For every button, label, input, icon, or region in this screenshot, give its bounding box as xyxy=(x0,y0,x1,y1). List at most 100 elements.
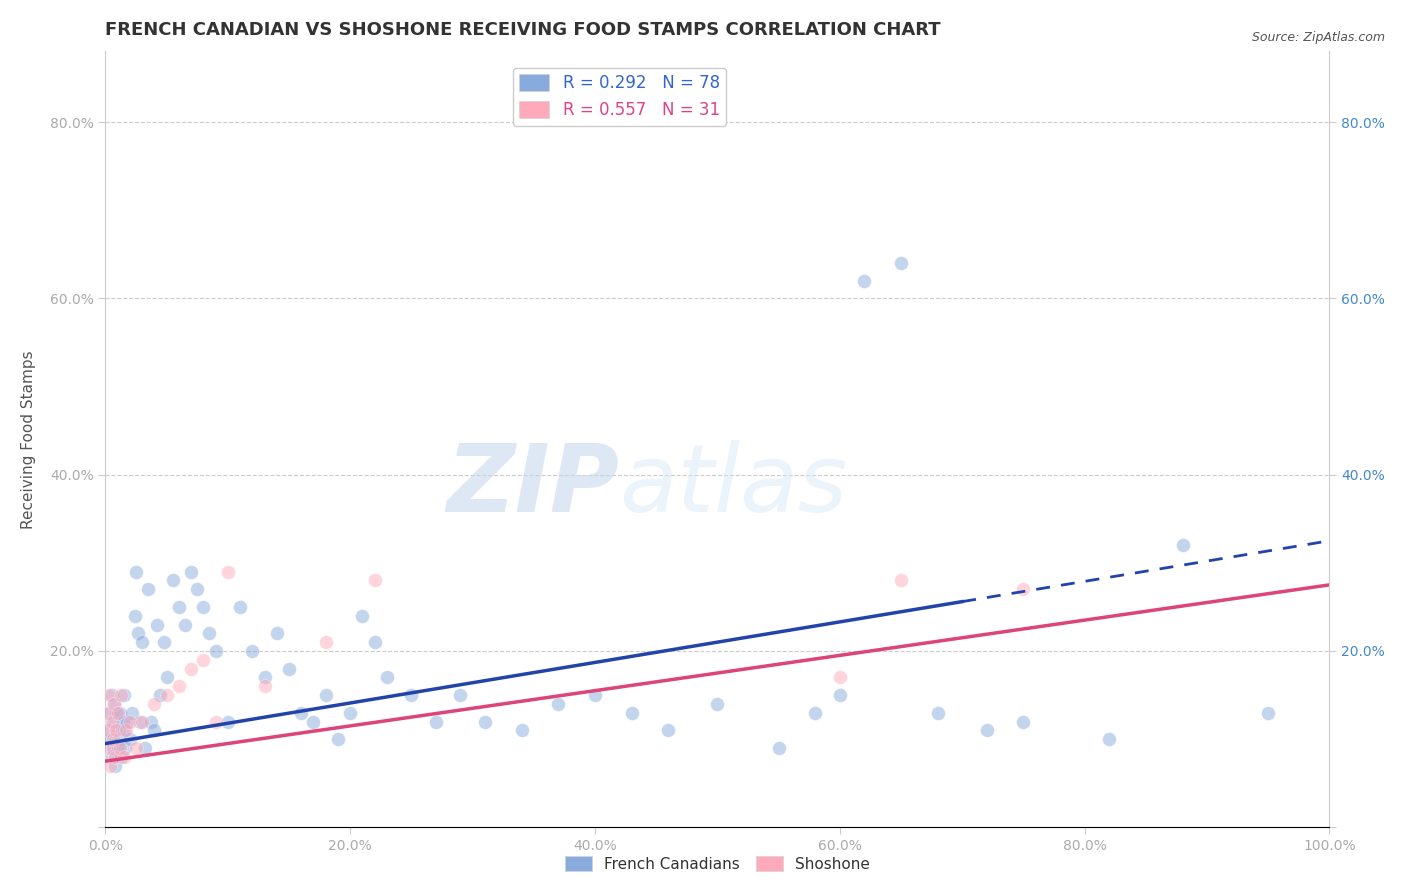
Point xyxy=(115,723,138,738)
Point xyxy=(98,732,121,747)
Point xyxy=(198,626,221,640)
Point xyxy=(375,670,398,684)
Point xyxy=(510,723,533,738)
Point xyxy=(97,723,120,738)
Point xyxy=(229,599,252,614)
Point xyxy=(155,670,177,684)
Text: atlas: atlas xyxy=(620,441,848,532)
Point xyxy=(449,688,471,702)
Point xyxy=(474,714,496,729)
Point xyxy=(193,653,215,667)
Point xyxy=(112,688,135,702)
Point xyxy=(253,679,276,693)
Point xyxy=(204,714,226,729)
Point xyxy=(804,706,827,720)
Point xyxy=(706,697,728,711)
Point xyxy=(98,706,121,720)
Point xyxy=(124,608,146,623)
Point xyxy=(103,697,125,711)
Point xyxy=(657,723,679,738)
Point xyxy=(180,662,202,676)
Legend: French Canadians, Shoshone: French Canadians, Shoshone xyxy=(558,849,876,878)
Point xyxy=(103,714,125,729)
Point xyxy=(96,706,118,720)
Point xyxy=(136,582,159,597)
Point xyxy=(167,679,190,693)
Point xyxy=(108,741,131,756)
Point xyxy=(104,758,127,772)
Point xyxy=(1098,732,1121,747)
Point xyxy=(180,565,202,579)
Point xyxy=(131,635,153,649)
Point xyxy=(768,741,790,756)
Point xyxy=(143,723,166,738)
Point xyxy=(128,714,150,729)
Point xyxy=(364,574,387,588)
Y-axis label: Receiving Food Stamps: Receiving Food Stamps xyxy=(21,350,35,529)
Point xyxy=(155,688,177,702)
Point xyxy=(153,635,176,649)
Point xyxy=(1012,582,1035,597)
Point xyxy=(131,714,153,729)
Point xyxy=(117,714,139,729)
Point xyxy=(315,635,337,649)
Point xyxy=(240,644,263,658)
Point xyxy=(828,688,851,702)
Point xyxy=(217,565,239,579)
Point xyxy=(1171,538,1194,552)
Point xyxy=(118,714,141,729)
Point xyxy=(193,599,215,614)
Point xyxy=(107,706,129,720)
Point xyxy=(143,697,166,711)
Text: FRENCH CANADIAN VS SHOSHONE RECEIVING FOOD STAMPS CORRELATION CHART: FRENCH CANADIAN VS SHOSHONE RECEIVING FO… xyxy=(105,21,941,39)
Point xyxy=(425,714,447,729)
Point xyxy=(121,706,143,720)
Point xyxy=(105,723,128,738)
Point xyxy=(620,706,643,720)
Point xyxy=(125,741,148,756)
Point xyxy=(174,617,197,632)
Point xyxy=(976,723,998,738)
Point xyxy=(110,688,132,702)
Point xyxy=(100,749,122,764)
Point xyxy=(98,688,121,702)
Point xyxy=(186,582,208,597)
Point xyxy=(110,749,132,764)
Point xyxy=(114,741,136,756)
Point xyxy=(315,688,337,702)
Point xyxy=(101,732,124,747)
Point xyxy=(253,670,276,684)
Text: Source: ZipAtlas.com: Source: ZipAtlas.com xyxy=(1251,31,1385,45)
Point xyxy=(98,741,121,756)
Point xyxy=(107,723,129,738)
Point xyxy=(104,749,127,764)
Point xyxy=(364,635,387,649)
Point xyxy=(103,697,125,711)
Point xyxy=(217,714,239,729)
Point xyxy=(266,626,288,640)
Point xyxy=(547,697,569,711)
Point xyxy=(139,714,162,729)
Point xyxy=(118,732,141,747)
Point xyxy=(100,714,122,729)
Point xyxy=(583,688,606,702)
Point xyxy=(828,670,851,684)
Point xyxy=(101,741,124,756)
Point xyxy=(149,688,172,702)
Point xyxy=(134,741,156,756)
Point xyxy=(108,732,131,747)
Point xyxy=(1012,714,1035,729)
Point xyxy=(204,644,226,658)
Point xyxy=(111,714,134,729)
Point xyxy=(339,706,361,720)
Point xyxy=(97,723,120,738)
Point xyxy=(290,706,312,720)
Point xyxy=(326,732,349,747)
Point xyxy=(112,723,135,738)
Point xyxy=(162,574,184,588)
Point xyxy=(146,617,169,632)
Point xyxy=(108,706,131,720)
Point xyxy=(927,706,949,720)
Point xyxy=(890,256,912,270)
Point xyxy=(127,626,149,640)
